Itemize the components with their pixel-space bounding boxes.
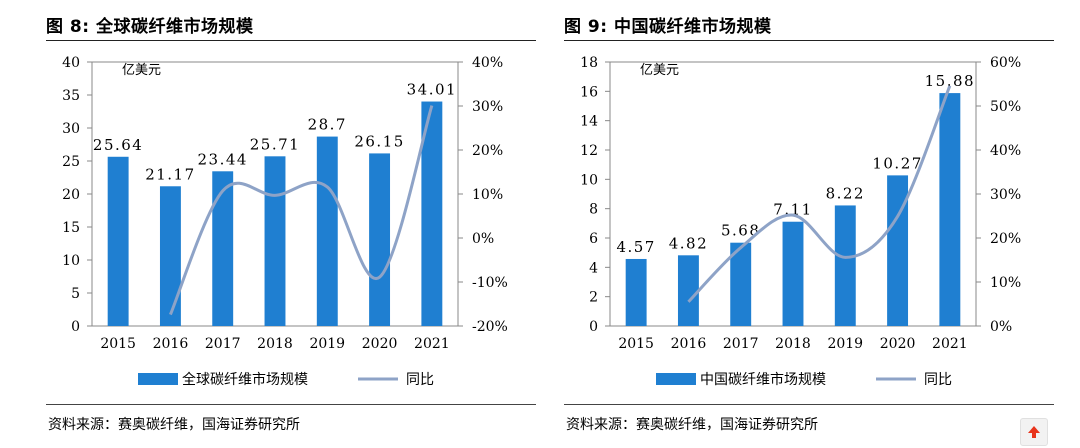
- legend-line-label: 同比: [924, 372, 952, 388]
- chart-panel-china: 图 9: 中国碳纤维市场规模 0 2 4 6 8 10 12 14 16 18 0% 10% 20% 30…: [548, 0, 1068, 448]
- x-axis-tick-label: 2018: [775, 336, 811, 352]
- bar-value-label: 21.17: [145, 165, 195, 183]
- left-axis-tick-label: 40: [62, 55, 80, 71]
- bar-value-label: 4.57: [616, 238, 655, 256]
- bar-value-label: 26.15: [354, 132, 404, 150]
- china-market-chart: 0 2 4 6 8 10 12 14 16 18 0% 10% 20% 30% 40% 50% 60% 亿美元 4.…: [580, 55, 1021, 388]
- bar-value-label: 7.11: [773, 201, 812, 219]
- legend-bar-label: 全球碳纤维市场规模: [182, 371, 308, 388]
- source-note: 资料来源：赛奥碳纤维，国海证券研究所: [48, 417, 300, 433]
- right-axis-tick-label: 0%: [990, 319, 1012, 335]
- bar: [316, 136, 338, 326]
- bar-value-label: 5.68: [721, 222, 760, 240]
- bar-value-label: 10.27: [872, 154, 922, 172]
- right-axis-tick-label: -20%: [472, 319, 508, 335]
- bar: [782, 221, 804, 326]
- left-axis-tick-label: 6: [589, 231, 598, 247]
- x-axis-tick-label: 2021: [932, 336, 968, 352]
- bar: [421, 101, 443, 326]
- x-axis-tick-label: 2016: [153, 336, 189, 352]
- global-market-chart: 0 5 10 15 20 25 30 35 40 -20% -10% 0% 10% 20% 30% 40% 亿美…: [62, 55, 508, 388]
- bar-value-label: 4.82: [669, 234, 708, 252]
- title-divider: [46, 40, 536, 41]
- left-axis-tick-label: 4: [589, 260, 598, 276]
- left-axis-unit: 亿美元: [640, 63, 679, 78]
- bar-value-label: 15.88: [925, 72, 975, 90]
- right-axis-tick-label: 30%: [472, 99, 503, 115]
- bar-value-label: 28.7: [308, 116, 347, 134]
- legend-bar-swatch: [138, 373, 178, 385]
- left-axis-tick-label: 2: [589, 290, 598, 306]
- x-axis-tick-label: 2017: [723, 336, 759, 352]
- x-axis-tick-label: 2018: [257, 336, 293, 352]
- legend-bar-swatch: [656, 373, 696, 385]
- right-axis-tick-label: 10%: [472, 187, 503, 203]
- bar-value-label: 8.22: [826, 184, 865, 202]
- bar: [107, 156, 129, 326]
- left-axis-tick-label: 0: [589, 319, 598, 335]
- chart-title: 图 9: 中国碳纤维市场规模: [564, 17, 772, 37]
- right-axis-tick-label: 30%: [990, 187, 1021, 203]
- x-axis-tick-label: 2019: [827, 336, 863, 352]
- right-axis-tick-label: 40%: [472, 55, 503, 71]
- legend-line-label: 同比: [406, 372, 434, 388]
- bar-value-label: 25.71: [250, 135, 300, 153]
- bar: [730, 242, 752, 326]
- scroll-top-button[interactable]: [1020, 418, 1048, 446]
- x-axis-tick-label: 2020: [880, 336, 916, 352]
- bar: [834, 205, 856, 326]
- yoy-growth-line: [687, 85, 952, 303]
- yoy-growth-line: [169, 105, 434, 316]
- left-axis-tick-label: 10: [580, 172, 598, 188]
- legend-bar-label: 中国碳纤维市场规模: [700, 371, 826, 388]
- left-axis-tick-label: 10: [62, 253, 80, 269]
- x-axis-tick-label: 2021: [414, 336, 450, 352]
- x-axis-tick-label: 2019: [309, 336, 345, 352]
- source-note: 资料来源：赛奥碳纤维，国海证券研究所: [566, 417, 818, 433]
- left-axis-tick-label: 16: [580, 84, 598, 100]
- left-axis-tick-label: 25: [62, 154, 80, 170]
- bar: [369, 153, 391, 326]
- right-axis-tick-label: 50%: [990, 99, 1021, 115]
- chart-panel-global: 图 8: 全球碳纤维市场规模 0 5 10 15 20 25 30 35 40 -20% -10% 0…: [30, 0, 550, 448]
- bar: [212, 171, 234, 326]
- x-axis-tick-label: 2015: [100, 336, 136, 352]
- left-axis-tick-label: 30: [62, 121, 80, 137]
- arrow-up-icon: [1028, 426, 1040, 438]
- left-axis-unit: 亿美元: [122, 63, 161, 78]
- x-axis-tick-label: 2016: [671, 336, 707, 352]
- title-divider: [564, 40, 1054, 41]
- left-axis-tick-label: 20: [62, 187, 80, 203]
- bar: [625, 258, 647, 326]
- right-axis-tick-label: -10%: [472, 275, 508, 291]
- source-divider: [564, 404, 1054, 405]
- x-axis-tick-label: 2017: [205, 336, 241, 352]
- left-axis-tick-label: 8: [589, 202, 598, 218]
- x-axis-tick-label: 2015: [618, 336, 654, 352]
- left-axis-tick-label: 14: [580, 114, 598, 130]
- x-axis-tick-label: 2020: [362, 336, 398, 352]
- bar: [159, 186, 181, 326]
- left-axis-tick-label: 5: [71, 286, 80, 302]
- bar-value-label: 34.01: [407, 81, 457, 99]
- left-axis-tick-label: 0: [71, 319, 80, 335]
- right-axis-tick-label: 0%: [472, 231, 494, 247]
- right-axis-tick-label: 60%: [990, 55, 1021, 71]
- bar: [887, 175, 909, 326]
- left-axis-tick-label: 18: [580, 55, 598, 71]
- chart-title: 图 8: 全球碳纤维市场规模: [46, 17, 254, 37]
- right-axis-tick-label: 20%: [472, 143, 503, 159]
- right-axis-tick-label: 20%: [990, 231, 1021, 247]
- bar: [677, 255, 699, 326]
- right-axis-tick-label: 40%: [990, 143, 1021, 159]
- bar-value-label: 23.44: [197, 150, 247, 168]
- bar: [939, 93, 961, 326]
- bar: [264, 156, 286, 326]
- source-divider: [46, 404, 536, 405]
- bar-value-label: 25.64: [93, 136, 143, 154]
- left-axis-tick-label: 15: [62, 220, 80, 236]
- right-axis-tick-label: 10%: [990, 275, 1021, 291]
- left-axis-tick-label: 35: [62, 88, 80, 104]
- left-axis-tick-label: 12: [580, 143, 598, 159]
